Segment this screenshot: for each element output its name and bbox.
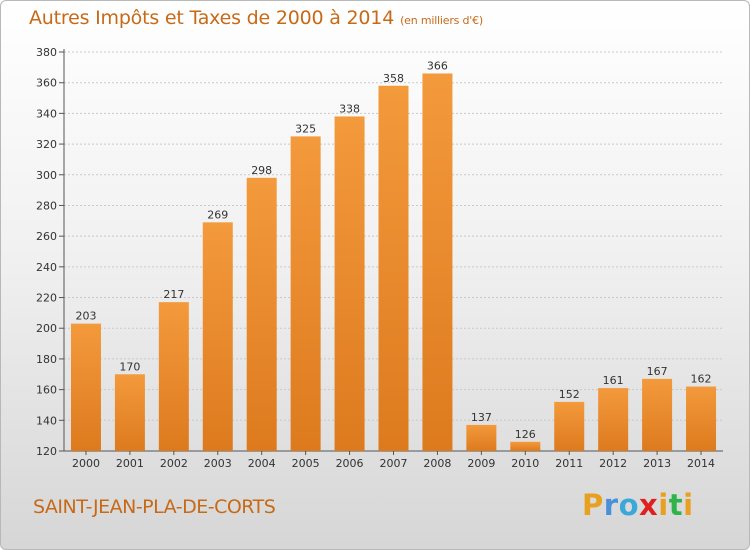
bar (466, 424, 497, 451)
x-tick-label: 2014 (687, 457, 715, 470)
y-tick-label: 300 (36, 169, 57, 182)
y-tick-label: 340 (36, 107, 57, 120)
bar (422, 73, 453, 451)
value-label: 269 (207, 208, 228, 221)
logo-letter: o (618, 488, 640, 522)
y-tick-label: 360 (36, 77, 57, 90)
unit-note: (en milliers d'€) (400, 14, 483, 27)
value-label: 126 (515, 428, 536, 441)
logo-letter: x (639, 488, 659, 522)
x-tick-label: 2006 (336, 457, 364, 470)
bar (202, 222, 233, 451)
value-label: 161 (603, 374, 624, 387)
x-tick-label: 2007 (380, 457, 408, 470)
logo-letter: i (683, 488, 694, 522)
bar (290, 136, 321, 451)
y-tick-label: 320 (36, 138, 57, 151)
x-tick-label: 2013 (643, 457, 671, 470)
title-text: Autres Impôts et Taxes de 2000 à 2014 (29, 7, 395, 29)
x-tick-label: 2000 (72, 457, 100, 470)
bar (642, 378, 673, 451)
y-tick-label: 240 (36, 261, 57, 274)
x-tick-label: 2005 (292, 457, 320, 470)
logo-letter: P (582, 488, 604, 522)
y-tick-label: 140 (36, 414, 57, 427)
y-tick-label: 220 (36, 292, 57, 305)
chart-title: Autres Impôts et Taxes de 2000 à 2014 (en… (29, 7, 483, 29)
bar (70, 323, 101, 451)
bar (378, 85, 409, 451)
value-label: 358 (383, 72, 404, 85)
value-label: 298 (251, 164, 272, 177)
commune-name: SAINT-JEAN-PLA-DE-CORTS (33, 496, 276, 518)
y-tick-label: 280 (36, 199, 57, 212)
x-tick-label: 2009 (467, 457, 495, 470)
bar (598, 388, 629, 451)
value-label: 137 (471, 411, 492, 424)
bar (510, 441, 541, 451)
logo-letter: i (658, 488, 669, 522)
bar (334, 116, 365, 451)
value-label: 162 (691, 373, 712, 386)
logo-letter: r (603, 488, 619, 522)
x-tick-label: 2004 (248, 457, 276, 470)
bar (686, 386, 717, 451)
bar (246, 177, 277, 452)
y-tick-label: 260 (36, 230, 57, 243)
y-tick-label: 160 (36, 384, 57, 397)
value-label: 325 (295, 122, 316, 135)
value-label: 217 (163, 288, 184, 301)
x-tick-label: 2012 (599, 457, 627, 470)
y-tick-label: 180 (36, 353, 57, 366)
proxiti-logo: Proxiti (582, 488, 694, 522)
logo-letter: t (668, 488, 684, 522)
bar (158, 302, 189, 451)
value-label: 366 (427, 59, 448, 72)
value-label: 170 (119, 360, 140, 373)
bar (114, 374, 145, 451)
x-tick-label: 2001 (116, 457, 144, 470)
x-tick-label: 2011 (555, 457, 583, 470)
y-tick-label: 120 (36, 445, 57, 458)
y-tick-label: 200 (36, 322, 57, 335)
x-tick-label: 2010 (511, 457, 539, 470)
x-tick-label: 2003 (204, 457, 232, 470)
value-label: 338 (339, 102, 360, 115)
value-label: 203 (75, 310, 96, 323)
x-tick-label: 2002 (160, 457, 188, 470)
value-label: 167 (647, 365, 668, 378)
x-tick-label: 2008 (423, 457, 451, 470)
y-tick-label: 380 (36, 46, 57, 59)
value-label: 152 (559, 388, 580, 401)
bar (554, 401, 585, 451)
